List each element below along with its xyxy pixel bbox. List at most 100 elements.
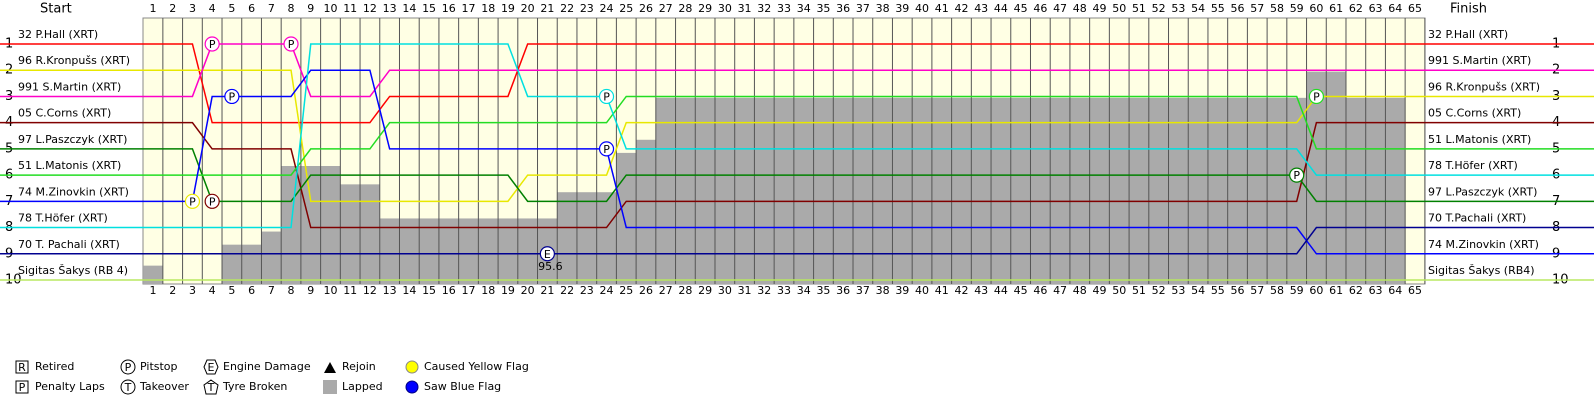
driver-line	[153, 69, 1415, 255]
lap-label-bottom: 20	[521, 284, 535, 297]
lap-label-bottom: 59	[1290, 284, 1304, 297]
lap-label-bottom: 43	[974, 284, 988, 297]
lapped-bar	[1069, 97, 1090, 284]
lapped-bar	[636, 139, 656, 284]
legend-label: Takeover	[139, 380, 189, 393]
driver-line	[153, 148, 1415, 203]
lap-label-bottom: 18	[481, 284, 495, 297]
event-code: E	[544, 248, 551, 261]
start-driver-name: 74 M.Zinovkin (XRT)	[18, 185, 129, 198]
lap-label-top: 56	[1231, 2, 1245, 15]
start-driver-name: 32 P.Hall (XRT)	[18, 28, 98, 41]
lap-label-top: 35	[816, 2, 830, 15]
finish-driver-name: 74 M.Zinovkin (XRT)	[1428, 238, 1539, 251]
lap-label-top: 52	[1152, 2, 1166, 15]
start-driver-name: 51 L.Matonis (XRT)	[18, 159, 121, 172]
legend-icon	[323, 380, 337, 394]
lap-label-top: 20	[521, 2, 535, 15]
lapped-bar	[833, 97, 854, 284]
lap-label-bottom: 15	[422, 284, 436, 297]
lap-label-bottom: 33	[777, 284, 791, 297]
lapped-bar	[1168, 97, 1189, 284]
finish-driver-name: Sigitas Šakys (RB4)	[1428, 264, 1535, 277]
lap-label-bottom: 27	[659, 284, 673, 297]
lap-label-top: 49	[1093, 2, 1107, 15]
lap-label-bottom: 58	[1270, 284, 1284, 297]
event-marker	[224, 88, 240, 105]
lap-label-bottom: 57	[1250, 284, 1264, 297]
lapped-bar	[438, 218, 459, 284]
event-marker	[598, 88, 615, 105]
lap-label-bottom: 7	[268, 284, 275, 297]
lapped-bar	[971, 97, 992, 284]
lap-label-bottom: 34	[797, 284, 811, 297]
lap-label-top: 33	[777, 2, 791, 15]
lap-label-top: 50	[1112, 2, 1126, 15]
lap-label-bottom: 22	[560, 284, 574, 297]
lap-label-top: 40	[915, 2, 929, 15]
event-marker	[204, 193, 220, 209]
lap-label-bottom: 48	[1073, 284, 1087, 297]
lap-label-top: 34	[797, 2, 811, 15]
lapped-bar	[1089, 97, 1110, 284]
lapped-bar	[557, 192, 577, 284]
lap-label-bottom: 31	[738, 284, 752, 297]
lap-label-bottom: 26	[639, 284, 653, 297]
legend-label: Caused Yellow Flag	[424, 360, 529, 373]
lapped-bar	[340, 184, 361, 284]
legend-label: Engine Damage	[223, 360, 311, 373]
lap-label-bottom: 14	[402, 284, 416, 297]
lapped-bar	[1306, 71, 1327, 284]
lapped-bar	[1247, 97, 1268, 284]
legend-label: Penalty Laps	[35, 380, 105, 393]
driver-line	[153, 226, 1415, 255]
legend-icon	[15, 360, 29, 374]
driver-line	[153, 43, 1415, 98]
lap-label-top: 63	[1369, 2, 1383, 15]
event-marker	[539, 246, 555, 262]
lap-label-top: 26	[639, 2, 653, 15]
finish-driver-name: 32 P.Hall (XRT)	[1428, 28, 1508, 41]
finish-driver-name: 97 L.Paszczyk (XRT)	[1428, 185, 1537, 198]
lap-label-bottom: 62	[1349, 284, 1363, 297]
lapped-bar	[1345, 97, 1366, 284]
lap-label-bottom: 38	[876, 284, 890, 297]
finish-driver-name: 78 T.Höfer (XRT)	[1428, 159, 1518, 172]
lapped-bar	[1286, 97, 1307, 284]
lap-label-top: 5	[228, 2, 235, 15]
lap-label-top: 8	[288, 2, 295, 15]
finish-driver-name: 70 T.Pachali (XRT)	[1428, 212, 1526, 225]
lap-label-bottom: 9	[307, 284, 314, 297]
lap-label-bottom: 56	[1231, 284, 1245, 297]
lapped-bar	[576, 192, 597, 284]
lap-label-bottom: 1	[150, 284, 157, 297]
lap-label-bottom: 47	[1053, 284, 1067, 297]
lapped-bar	[1148, 97, 1169, 284]
lap-label-top: 28	[678, 2, 692, 15]
lap-label-bottom: 54	[1191, 284, 1205, 297]
lap-label-bottom: 42	[954, 284, 968, 297]
lapped-bar	[951, 97, 972, 284]
lap-label-top: 24	[600, 2, 614, 15]
lap-label-bottom: 53	[1171, 284, 1185, 297]
legend-label: Lapped	[342, 380, 383, 393]
lap-label-bottom: 63	[1369, 284, 1383, 297]
lapped-bar	[931, 97, 952, 284]
lap-label-top: 3	[189, 2, 196, 15]
lap-label-bottom: 5	[228, 284, 235, 297]
event-code: P	[189, 195, 196, 208]
lap-label-bottom: 36	[836, 284, 850, 297]
start-driver-name: 05 C.Corns (XRT)	[18, 107, 111, 120]
legend: R Retired P Penalty Laps P Pitstop T Takeover E E…	[15, 359, 529, 395]
lapped-bar	[498, 218, 518, 284]
lap-label-top: 2	[169, 2, 176, 15]
lap-label-bottom: 25	[619, 284, 633, 297]
lapped-bar	[695, 97, 715, 284]
lap-label-bottom: 2	[169, 284, 176, 297]
driver-line	[153, 43, 1415, 229]
lap-label-bottom: 32	[757, 284, 771, 297]
driver-line	[153, 43, 1415, 124]
lap-label-top: 59	[1290, 2, 1304, 15]
lap-label-bottom: 61	[1329, 284, 1343, 297]
